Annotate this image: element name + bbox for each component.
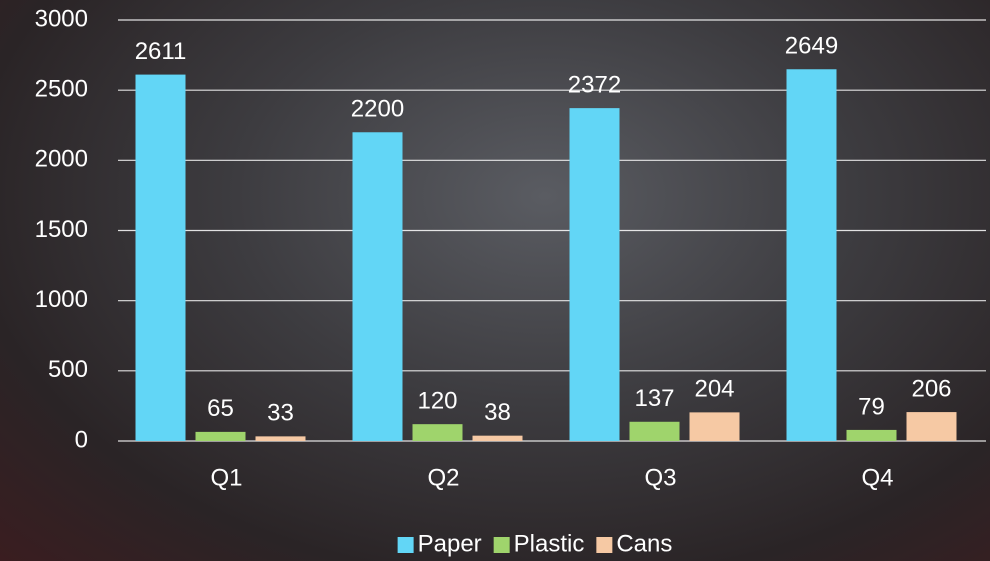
bar bbox=[690, 412, 740, 441]
y-tick-label: 1500 bbox=[35, 216, 88, 243]
data-label: 120 bbox=[417, 388, 457, 415]
bar bbox=[630, 422, 680, 441]
bar bbox=[787, 69, 837, 441]
x-tick-label: Q3 bbox=[644, 464, 676, 491]
bar bbox=[353, 132, 403, 441]
bar bbox=[473, 436, 523, 441]
data-label: 2611 bbox=[135, 38, 187, 65]
data-label: 2649 bbox=[785, 33, 838, 60]
data-label: 204 bbox=[694, 376, 734, 403]
legend-label: Paper bbox=[418, 530, 482, 557]
legend-swatch bbox=[596, 537, 612, 553]
data-label: 65 bbox=[207, 395, 234, 422]
data-label: 206 bbox=[911, 375, 951, 402]
bar bbox=[847, 430, 897, 441]
legend-swatch bbox=[494, 537, 510, 553]
data-label: 33 bbox=[267, 400, 294, 427]
data-label: 79 bbox=[858, 393, 885, 420]
legend-swatch bbox=[398, 537, 414, 553]
data-label: 137 bbox=[634, 385, 674, 412]
y-tick-label: 0 bbox=[75, 426, 88, 453]
data-label: 2372 bbox=[568, 71, 621, 98]
x-tick-label: Q2 bbox=[427, 464, 459, 491]
y-tick-label: 1000 bbox=[35, 286, 88, 313]
legend-label: Cans bbox=[616, 530, 672, 557]
data-label: 38 bbox=[484, 399, 511, 426]
y-tick-label: 500 bbox=[48, 356, 88, 383]
bar bbox=[907, 412, 957, 441]
x-tick-label: Q1 bbox=[210, 464, 242, 491]
bar bbox=[136, 75, 186, 441]
bar bbox=[570, 108, 620, 441]
chart: 0 500 1000 1500 2000 2500 3000 Q1 2611 65 33 Q2 2200… bbox=[0, 0, 990, 561]
x-tick-label: Q4 bbox=[861, 464, 893, 491]
y-tick-label: 2000 bbox=[35, 146, 88, 173]
bar bbox=[256, 436, 306, 441]
y-tick-label: 3000 bbox=[35, 5, 88, 32]
y-tick-label: 2500 bbox=[35, 76, 88, 103]
bar bbox=[196, 432, 246, 441]
legend-label: Plastic bbox=[514, 530, 585, 557]
page: {"chart_data": {"type": "bar", "categori… bbox=[0, 0, 990, 561]
bar bbox=[413, 424, 463, 441]
data-label: 2200 bbox=[351, 96, 404, 123]
